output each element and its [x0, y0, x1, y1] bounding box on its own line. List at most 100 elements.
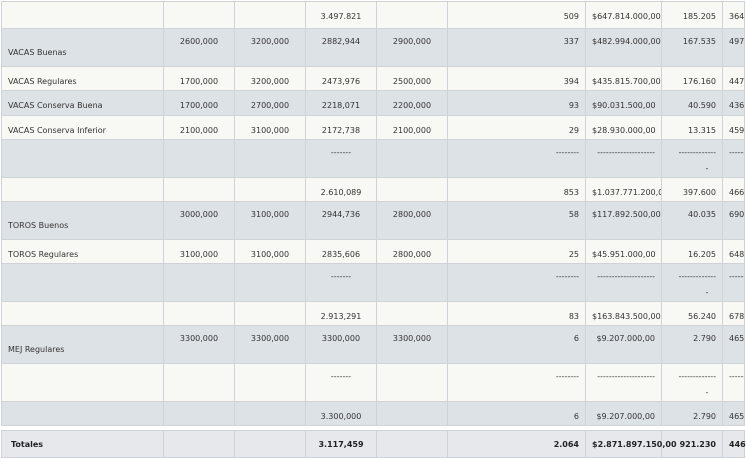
cell-kg-total: 176.160 [661, 66, 723, 91]
cell-row-label [1, 301, 164, 326]
cell-min-price: 1700,000 [163, 90, 235, 116]
cell-head-count: -------- [447, 363, 586, 402]
cell-min-price: 2100,000 [163, 115, 235, 140]
cell-mode-price [376, 177, 448, 202]
cell-head-count: 93 [447, 90, 586, 116]
cell-max-price: 3300,000 [234, 325, 306, 364]
cell-max-price: 3200,000 [234, 66, 306, 91]
cell-head-count: 509 [447, 1, 586, 29]
cell-amount: $90.031.500,00 [585, 90, 662, 116]
cell-avg-weight: 465 [722, 401, 745, 426]
cell-kg-total: 16.205 [661, 239, 723, 264]
cell-head-count: 337 [447, 28, 586, 67]
table-row: 2.610,089 853 $1.037.771.200,00 397.600 466 [1, 177, 745, 202]
cell-head-count: 6 [447, 325, 586, 364]
cell-max-price: 3200,000 [234, 28, 306, 67]
table-row: VACAS Regulares 1700,000 3200,000 2473,976 2… [1, 66, 745, 91]
cell-avg-weight: 497 [722, 28, 745, 67]
cell-avg-weight: 459 [722, 115, 745, 140]
cell-kg-total: 13.315 [661, 115, 723, 140]
cell-avg-price: ------- [305, 363, 377, 402]
table-row: VACAS Conserva Inferior 2100,000 3100,000 2… [1, 115, 745, 140]
cell-mode-price [376, 1, 448, 29]
cell-min-price [163, 1, 235, 29]
cell-row-label: VACAS Regulares [1, 66, 164, 91]
cell-kg-total: 56.240 [661, 301, 723, 326]
cell-max-price: 2700,000 [234, 90, 306, 116]
cell-kg-total: 40.590 [661, 90, 723, 116]
cell-avg-price: 2882,944 [305, 28, 377, 67]
cell-mode-price [376, 263, 448, 302]
table-row: 2.913,291 83 $163.843.500,00 56.240 678 [1, 301, 745, 326]
cell-avg-weight: 648 [722, 239, 745, 264]
cell-avg-price: ------- [305, 139, 377, 178]
cell-max-price [234, 263, 306, 302]
cell-row-label [1, 401, 164, 426]
totals-amount: $2.871.897.150,00 [585, 430, 677, 458]
cell-avg-price: 2218,071 [305, 90, 377, 116]
cell-row-label [1, 177, 164, 202]
cell-row-label [1, 1, 164, 29]
cell-amount: -------------------- [585, 263, 662, 302]
cell-avg-weight: 364 [722, 1, 745, 29]
cell-mode-price: 3300,000 [376, 325, 448, 364]
dash-marker: - [705, 164, 709, 173]
cell-row-label: VACAS Conserva Inferior [1, 115, 164, 140]
cell-max-price [234, 401, 306, 426]
table-row: VACAS Conserva Buena 1700,000 2700,000 2218… [1, 90, 745, 116]
cell-row-label [1, 263, 164, 302]
cell-row-label: TOROS Buenos [1, 201, 164, 240]
cell-mode-price: 2100,000 [376, 115, 448, 140]
cell-kg-total: 185.205 [661, 1, 723, 29]
cell-max-price [234, 363, 306, 402]
totals-head-count: 2.064 [447, 430, 586, 458]
cell-kg-total: 167.535 [661, 28, 723, 67]
cell-row-label: VACAS Conserva Buena [1, 90, 164, 116]
cell-mode-price [376, 301, 448, 326]
cell-amount: $45.951.000,00 [585, 239, 662, 264]
cell-avg-weight: 447 [722, 66, 745, 91]
table-row: ------- -------- -------------------- -----… [1, 263, 745, 302]
table-row: ------- -------- -------------------- -----… [1, 363, 745, 402]
table-row: TOROS Buenos 3000,000 3100,000 2944,736 2800… [1, 201, 745, 240]
cell-mode-price: 2800,000 [376, 201, 448, 240]
cell-max-price: 3100,000 [234, 239, 306, 264]
table-row: ------- -------- -------------------- -----… [1, 139, 745, 178]
cell-max-price: 3100,000 [234, 201, 306, 240]
cell-head-count: 83 [447, 301, 586, 326]
cell-max-price: 3100,000 [234, 115, 306, 140]
cell-amount: $9.207.000,00 [585, 401, 662, 426]
cell-mode-price [376, 139, 448, 178]
cell-min-price [163, 301, 235, 326]
cell-kg-total: ------------- - [661, 139, 723, 178]
cell-min-price: 1700,000 [163, 66, 235, 91]
dash-marker: - [705, 388, 709, 397]
table-row: MEJ Regulares 3300,000 3300,000 3300,000 330… [1, 325, 745, 364]
cell-amount: $1.037.771.200,00 [585, 177, 662, 202]
table-row: 3.300,000 6 $9.207.000,00 2.790 465 [1, 401, 745, 426]
cell-min-price [163, 177, 235, 202]
cell-amount: $117.892.500,00 [585, 201, 662, 240]
cell-avg-weight: 678 [722, 301, 745, 326]
cell-min-price [163, 263, 235, 302]
cell-kg-total: 2.790 [661, 401, 723, 426]
cell-amount: $28.930.000,00 [585, 115, 662, 140]
cell-max-price [234, 177, 306, 202]
cell-avg-weight: ------ [722, 263, 745, 302]
cell-avg-price: 2.610,089 [305, 177, 377, 202]
cell-min-price: 2600,000 [163, 28, 235, 67]
cell-avg-price: ------- [305, 263, 377, 302]
cell-row-label [1, 363, 164, 402]
cell-head-count: 25 [447, 239, 586, 264]
cell-row-label [1, 139, 164, 178]
totals-row: Totales 3.117,459 2.064 $2.871.897.150,0… [1, 430, 746, 458]
cell-mode-price: 2900,000 [376, 28, 448, 67]
cell-mode-price [376, 401, 448, 426]
cell-min-price: 3100,000 [163, 239, 235, 264]
totals-weight: 3.117,459 [305, 430, 377, 458]
cell-avg-weight: 690 [722, 201, 745, 240]
cell-amount: $647.814.000,00 [585, 1, 662, 29]
cell-amount: -------------------- [585, 139, 662, 178]
cell-kg-total: ------------- - [661, 263, 723, 302]
cell-amount: $482.994.000,00 [585, 28, 662, 67]
